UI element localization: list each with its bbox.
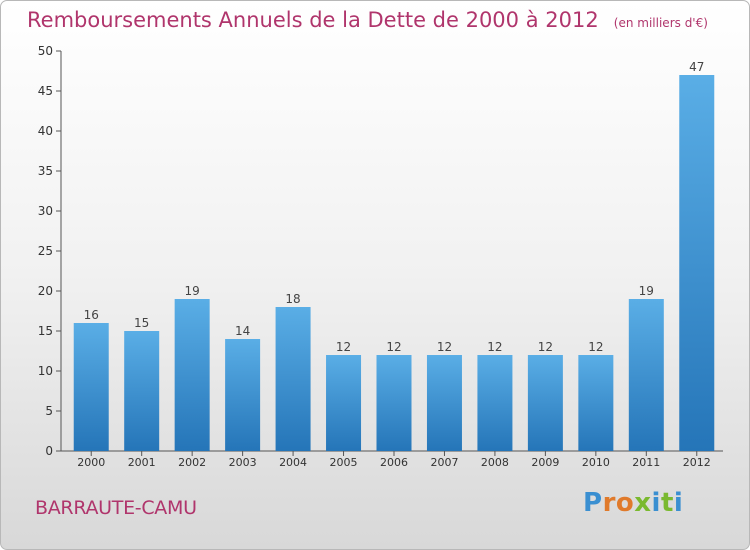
data-label: 12 [386, 340, 401, 354]
x-tick-label: 2008 [481, 456, 509, 469]
axes: 0 5 10 15 20 25 30 35 40 45 50 2000 2001 2002 2003 2004… [38, 44, 723, 469]
data-label: 18 [285, 292, 300, 306]
bar [73, 323, 109, 451]
proxiti-logo[interactable]: Proxiti [583, 488, 683, 518]
data-label: 19 [185, 284, 200, 298]
y-tick-label: 40 [38, 124, 53, 138]
data-label: 15 [134, 316, 149, 330]
logo-letter: o [615, 488, 635, 518]
data-label: 12 [487, 340, 502, 354]
y-tick-label: 30 [38, 204, 53, 218]
logo-letter: P [583, 488, 603, 518]
bar [124, 331, 160, 451]
data-label: 12 [538, 340, 553, 354]
y-tick-label: 0 [45, 444, 53, 458]
logo-letter: i [651, 488, 661, 518]
x-tick-label: 2010 [582, 456, 610, 469]
x-tick-label: 2001 [128, 456, 156, 469]
bars [73, 75, 715, 451]
bar [275, 307, 311, 451]
logo-letter: r [602, 488, 616, 518]
x-tick-label: 2012 [683, 456, 711, 469]
data-label: 12 [588, 340, 603, 354]
y-tick-label: 5 [45, 404, 53, 418]
title-row: Remboursements Annuels de la Dette de 20… [27, 8, 708, 32]
bar [578, 355, 614, 451]
bar [679, 75, 715, 451]
data-label: 16 [84, 308, 99, 322]
y-tick-label: 50 [38, 44, 53, 58]
data-label: 12 [437, 340, 452, 354]
logo-letter: t [660, 488, 674, 518]
data-label: 12 [336, 340, 351, 354]
data-label: 19 [639, 284, 654, 298]
y-tick-label: 45 [38, 84, 53, 98]
x-tick-label: 2009 [531, 456, 559, 469]
x-tick-label: 2006 [380, 456, 408, 469]
logo-letter: i [673, 488, 684, 518]
x-tick-label: 2003 [229, 456, 257, 469]
bar [376, 355, 412, 451]
bar [426, 355, 462, 451]
data-label: 14 [235, 324, 250, 338]
data-label: 47 [689, 60, 704, 74]
bar [477, 355, 513, 451]
x-tick-label: 2004 [279, 456, 307, 469]
y-tick-label: 35 [38, 164, 53, 178]
bar [174, 299, 210, 451]
logo-letter: x [634, 488, 652, 518]
x-tick-label: 2000 [77, 456, 105, 469]
y-tick-label: 15 [38, 324, 53, 338]
y-tick-label: 10 [38, 364, 53, 378]
x-tick-label: 2005 [330, 456, 358, 469]
bar [225, 339, 261, 451]
chart-subtitle: (en milliers d'€) [613, 16, 708, 30]
place-name: BARRAUTE-CAMU [35, 497, 197, 519]
x-tick-label: 2002 [178, 456, 206, 469]
x-tick-label: 2007 [430, 456, 458, 469]
x-tick-label: 2011 [632, 456, 660, 469]
y-tick-label: 25 [38, 244, 53, 258]
bar [527, 355, 563, 451]
bar [628, 299, 664, 451]
y-tick-label: 20 [38, 284, 53, 298]
bar [326, 355, 362, 451]
data-labels: 16 15 19 14 18 12 12 12 12 12 12 19 47 [84, 60, 705, 354]
chart-title: Remboursements Annuels de la Dette de 20… [27, 8, 599, 32]
